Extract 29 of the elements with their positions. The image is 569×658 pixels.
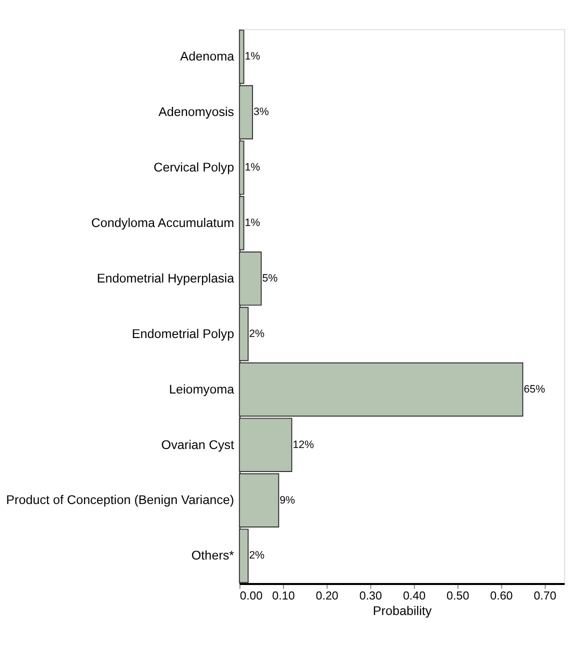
data-label: 2% bbox=[249, 328, 266, 340]
x-tick-label: 0.70 bbox=[534, 590, 557, 603]
x-tick-label: 0.40 bbox=[402, 590, 426, 603]
data-label: 65% bbox=[524, 383, 546, 396]
data-label: 1% bbox=[244, 50, 261, 63]
x-tick-label: 0.30 bbox=[359, 590, 383, 603]
x-tick-label: 0.20 bbox=[316, 590, 339, 603]
x-tick-label: 0.10 bbox=[272, 590, 296, 603]
x-axis-title: Probability bbox=[372, 604, 432, 618]
data-label: 12% bbox=[292, 438, 315, 451]
x-tick-label: 0.50 bbox=[446, 590, 470, 603]
y-tick-label: Adenomyosis bbox=[158, 105, 234, 120]
x-tick-label: 0.00 bbox=[240, 590, 264, 603]
x-tick-label: 0.60 bbox=[490, 590, 514, 603]
y-tick-label: Ovarian Cyst bbox=[161, 438, 235, 452]
y-tick-label: Endometrial Polyp bbox=[132, 326, 234, 341]
y-tick-label: Endometrial Hyperplasia bbox=[96, 271, 234, 286]
y-tick-label: Leiomyoma bbox=[168, 382, 234, 396]
y-tick-label: Condyloma Accumulatum bbox=[91, 216, 234, 230]
data-label: 5% bbox=[262, 272, 278, 284]
y-tick-label: Product of Conception (Benign Variance) bbox=[6, 493, 234, 508]
data-label: 2% bbox=[249, 550, 266, 562]
y-tick-label: Cervical Polyp bbox=[154, 160, 234, 175]
data-label: 9% bbox=[280, 494, 296, 506]
data-label: 1% bbox=[244, 162, 261, 174]
y-tick-label: Adenoma bbox=[180, 50, 234, 64]
data-label: 3% bbox=[253, 106, 270, 118]
data-label: 1% bbox=[244, 217, 261, 230]
y-tick-label: Others* bbox=[191, 548, 234, 563]
